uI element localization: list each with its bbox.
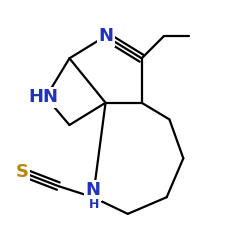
Text: N: N [98,27,113,45]
Text: S: S [16,163,29,181]
Text: HN: HN [28,88,58,106]
Text: N: N [86,181,100,199]
Text: H: H [89,198,100,211]
